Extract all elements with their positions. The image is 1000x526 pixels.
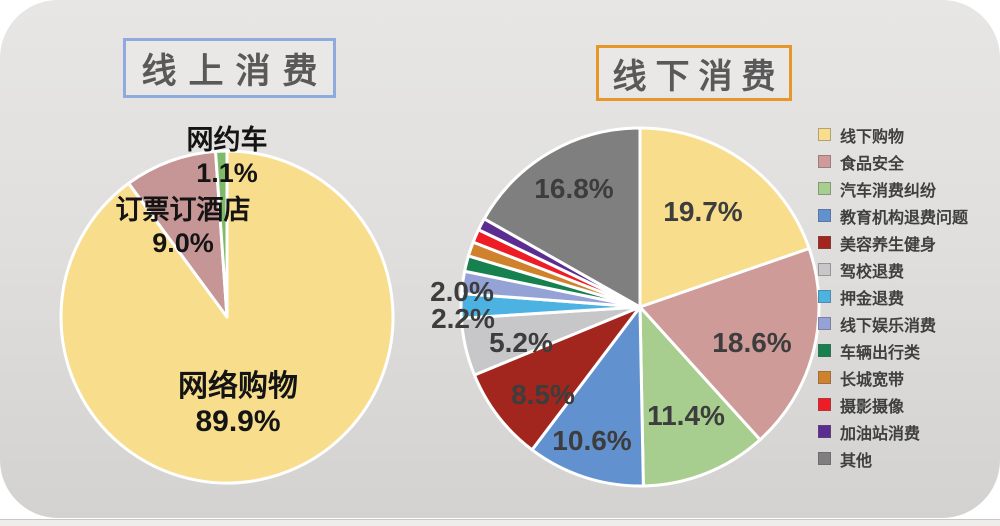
legend-swatch: [818, 128, 831, 141]
legend-label: 线下娱乐消费: [840, 317, 937, 335]
offline-percent-offline-shopping: 19.7%: [663, 196, 743, 227]
online-section-title: 线上消费: [123, 38, 336, 98]
legend-item-11: 加油站消费: [818, 418, 968, 445]
legend-item-0: 线下购物: [818, 121, 968, 148]
legend-item-3: 教育机构退费问题: [818, 202, 968, 229]
pie-slice-4: [472, 305, 642, 452]
legend-item-7: 线下娱乐消费: [818, 310, 968, 337]
legend-item-8: 车辆出行类: [818, 337, 968, 364]
legend-label: 其他: [840, 452, 873, 470]
online-label-ride-hailing: 网约车 1.1%: [142, 124, 312, 190]
legend-swatch: [818, 398, 831, 411]
legend-label: 汽车消费纠纷: [840, 182, 937, 200]
legend-item-1: 食品安全: [818, 148, 968, 175]
offline-percent-food-safety: 18.6%: [712, 327, 792, 358]
legend-item-6: 押金退费: [818, 283, 968, 310]
legend-item-5: 驾校退费: [818, 256, 968, 283]
legend-swatch: [818, 452, 831, 465]
pie-slice-12: [482, 126, 642, 309]
legend-label: 车辆出行类: [840, 344, 921, 362]
legend-label: 食品安全: [840, 155, 905, 173]
pie-slice-1: [127, 149, 229, 319]
bottom-edge-strip: [0, 519, 1000, 526]
legend-swatch: [818, 290, 831, 303]
online-title-text: 线上消费: [141, 51, 330, 91]
offline-percent-car-dispute: 11.4%: [647, 400, 725, 431]
legend-item-4: 美容养生健身: [818, 229, 968, 256]
legend-swatch: [818, 209, 831, 222]
legend-swatch: [818, 263, 831, 276]
offline-percent-deposit-refund: 2.2%: [431, 303, 495, 334]
slice-name: 网络购物: [178, 370, 298, 403]
legend-label: 教育机构退费问题: [840, 209, 969, 227]
legend-item-10: 摄影摄像: [818, 391, 968, 418]
offline-percent-driving-school: 5.2%: [489, 327, 553, 358]
pie-slice-2: [214, 149, 229, 319]
legend-label: 线下购物: [840, 128, 905, 146]
offline-percent-other: 16.8%: [534, 173, 614, 204]
legend-swatch: [818, 371, 831, 384]
online-label-ticket-hotel: 订票订酒店 9.0%: [98, 194, 268, 260]
slice-name: 订票订酒店: [115, 195, 251, 225]
legend-swatch: [818, 425, 831, 438]
slice-percent: 1.1%: [196, 158, 258, 188]
offline-section-title: 线下消费: [596, 45, 792, 101]
online-pie-chart: [59, 149, 395, 485]
pie-slice-1: [638, 246, 821, 442]
offline-percent-education-refund: 10.6%: [552, 425, 632, 456]
legend-item-12: 其他: [818, 445, 968, 472]
slice-percent: 89.9%: [195, 405, 281, 438]
legend-label: 加油站消费: [840, 425, 921, 443]
slice-percent: 9.0%: [152, 228, 214, 258]
pie-slice-3: [530, 305, 645, 488]
legend-label: 美容养生健身: [840, 236, 937, 254]
offline-title-text: 线下消费: [612, 57, 785, 96]
slice-name: 网约车: [186, 125, 268, 155]
legend-label: 驾校退费: [840, 263, 905, 281]
legend-item-9: 长城宽带: [818, 364, 968, 391]
legend-swatch: [818, 236, 831, 249]
legend-item-2: 汽车消费纠纷: [818, 175, 968, 202]
legend-swatch: [818, 182, 831, 195]
online-label-online-shopping: 网络购物 89.9%: [153, 369, 323, 439]
offline-pie-chart: [459, 126, 821, 488]
legend-swatch: [818, 344, 831, 357]
offline-legend: 线下购物食品安全汽车消费纠纷教育机构退费问题 美容养生健身 驾校退费押金退费线下娱乐…: [818, 121, 968, 472]
pie-slice-2: [638, 305, 762, 488]
legend-label: 长城宽带: [840, 371, 905, 389]
legend-swatch: [818, 155, 831, 168]
offline-percent-beauty-fitness: 8.5%: [511, 379, 575, 410]
offline-percent-entertainment: 2.0%: [430, 276, 494, 307]
legend-swatch: [818, 317, 831, 330]
legend-label: 摄影摄像: [840, 398, 905, 416]
legend-label: 押金退费: [840, 290, 905, 308]
